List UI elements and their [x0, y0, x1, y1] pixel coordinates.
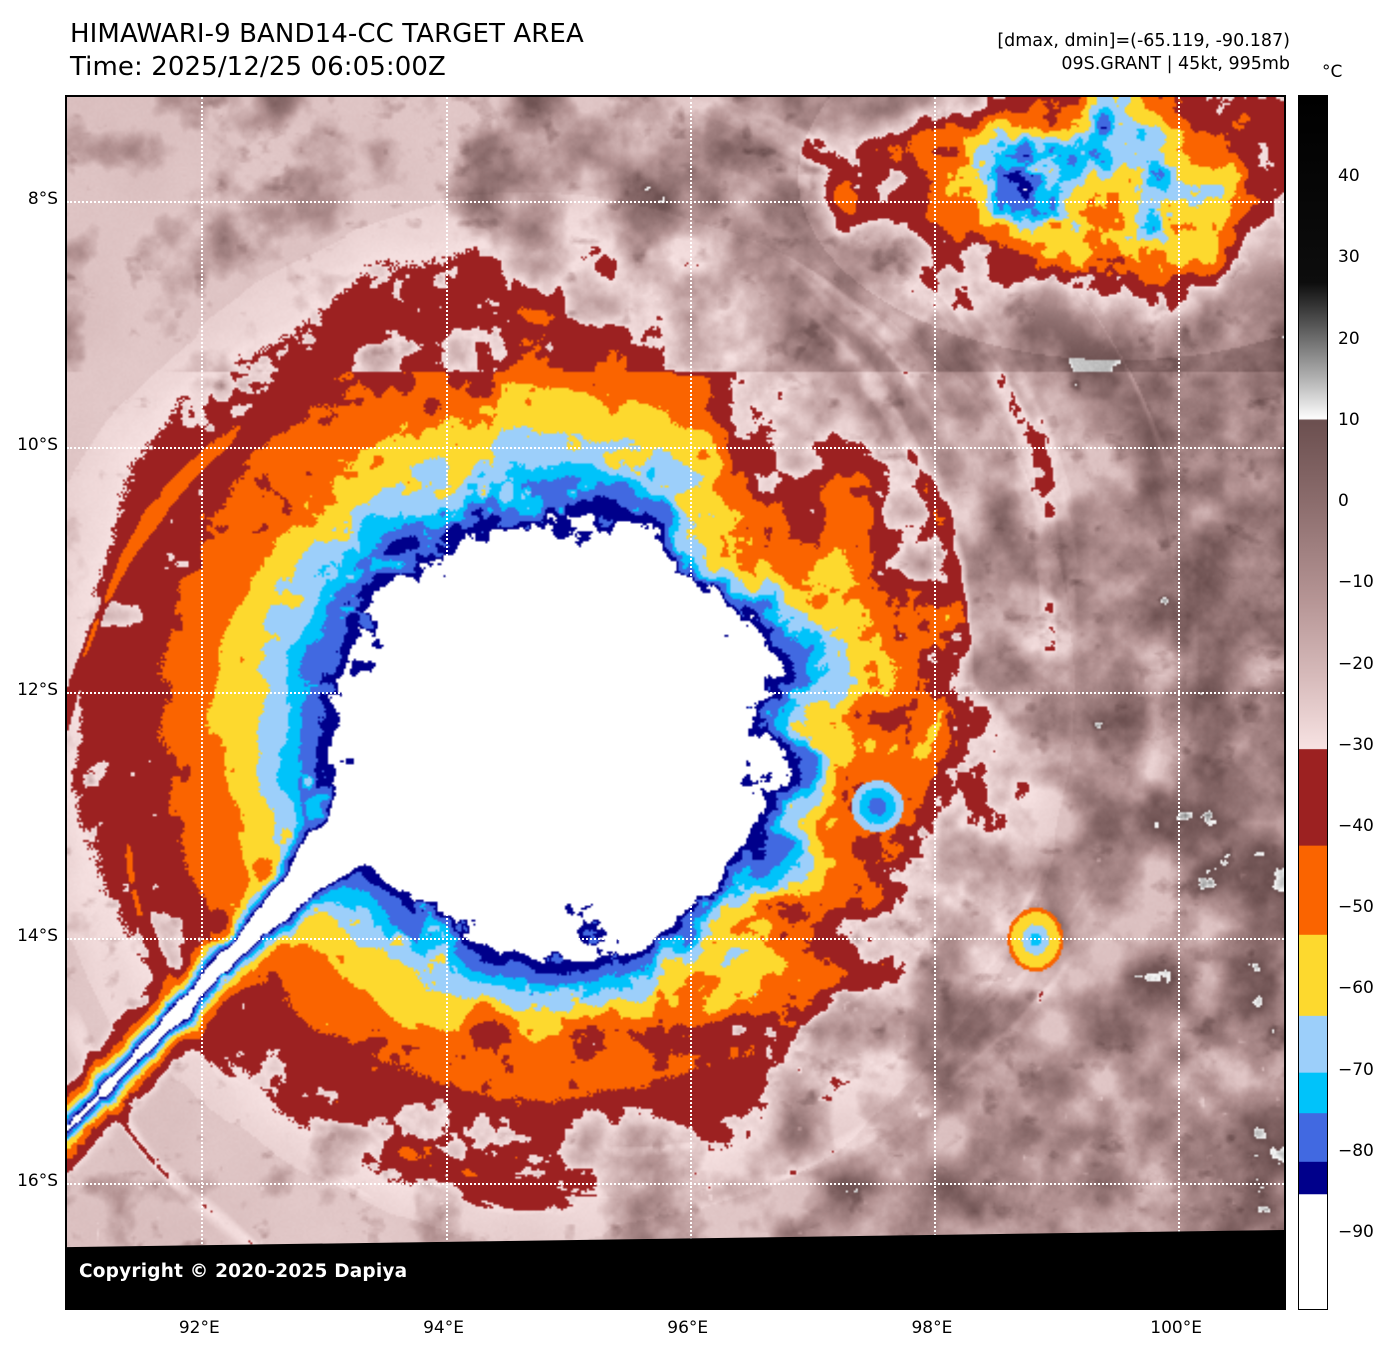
colorbar-tick-label: 40	[1338, 166, 1360, 187]
longitude-tick-label: 94°E	[423, 1318, 464, 1338]
colorbar-tick-label: −70	[1338, 1059, 1374, 1080]
colorbar-tick-label: −20	[1338, 653, 1374, 674]
latitude-tick-label: 12°S	[17, 680, 58, 701]
colorbar-tick-label: −30	[1338, 734, 1374, 755]
longitude-tick-label: 92°E	[178, 1318, 220, 1338]
brightness-temperature-raster	[67, 97, 1284, 1308]
longitude-tick-label: 100°E	[1150, 1318, 1202, 1338]
colorbar-tick-label: 30	[1338, 247, 1360, 268]
page-title: HIMAWARI-9 BAND14-CC TARGET AREA	[70, 19, 584, 49]
colorbar-tick-label: −40	[1338, 815, 1374, 836]
longitude-tick-label: 96°E	[667, 1318, 709, 1338]
colorbar-tick-label: −50	[1338, 897, 1374, 918]
title-block: HIMAWARI-9 BAND14-CC TARGET AREA Time: 2…	[70, 18, 584, 85]
latitude-tick-label: 10°S	[17, 434, 58, 455]
satellite-image-plot[interactable]: Copyright © 2020-2025 Dapiya	[65, 95, 1286, 1310]
latitude-tick-label: 16°S	[17, 1171, 58, 1192]
timestamp-label: Time: 2025/12/25 06:05:00Z	[70, 52, 446, 83]
latitude-tick-label: 14°S	[17, 925, 58, 946]
colorbar-tick-label: −10	[1338, 572, 1374, 593]
colorbar-tick-label: 0	[1338, 491, 1349, 512]
colorbar-tick-label: −90	[1338, 1222, 1374, 1243]
colorbar-tick-label: 20	[1338, 328, 1360, 349]
colorbar-unit-label: °C	[1322, 62, 1343, 82]
metadata-block: [dmax, dmin]=(-65.119, -90.187) 09S.GRAN…	[997, 30, 1290, 76]
longitude-tick-label: 98°E	[911, 1318, 953, 1338]
colorbar-tick-label: −80	[1338, 1140, 1374, 1161]
data-minmax-label: [dmax, dmin]=(-65.119, -90.187)	[997, 31, 1290, 51]
colorbar-tick-label: 10	[1338, 409, 1360, 430]
colorbar-gradient	[1299, 96, 1327, 1309]
copyright-label: Copyright © 2020-2025 Dapiya	[79, 1261, 408, 1282]
colorbar-tick-label: −60	[1338, 978, 1374, 999]
storm-info-label: 09S.GRANT | 45kt, 995mb	[1061, 54, 1290, 75]
temperature-colorbar[interactable]	[1298, 95, 1328, 1310]
latitude-tick-label: 8°S	[27, 189, 58, 210]
